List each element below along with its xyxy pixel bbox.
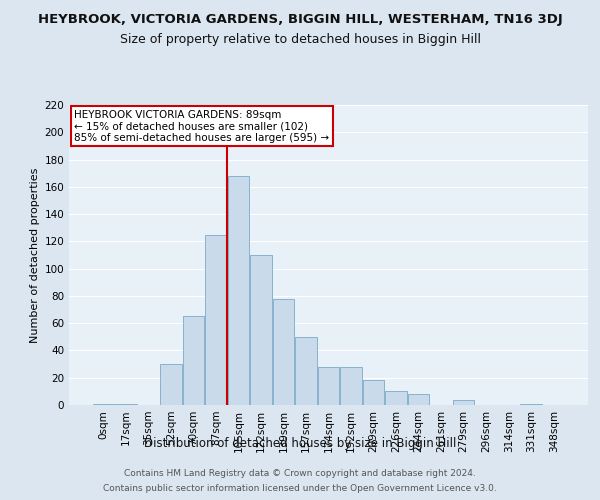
Bar bbox=[363, 380, 384, 405]
Text: Size of property relative to detached houses in Biggin Hill: Size of property relative to detached ho… bbox=[119, 32, 481, 46]
Bar bbox=[205, 234, 227, 405]
Bar bbox=[520, 404, 542, 405]
Bar bbox=[182, 316, 204, 405]
Bar bbox=[340, 367, 362, 405]
Text: Contains HM Land Registry data © Crown copyright and database right 2024.: Contains HM Land Registry data © Crown c… bbox=[124, 469, 476, 478]
Bar bbox=[408, 394, 429, 405]
Bar bbox=[228, 176, 249, 405]
Bar bbox=[250, 255, 272, 405]
Text: Contains public sector information licensed under the Open Government Licence v3: Contains public sector information licen… bbox=[103, 484, 497, 493]
Text: HEYBROOK, VICTORIA GARDENS, BIGGIN HILL, WESTERHAM, TN16 3DJ: HEYBROOK, VICTORIA GARDENS, BIGGIN HILL,… bbox=[38, 12, 562, 26]
Bar bbox=[295, 337, 317, 405]
Y-axis label: Number of detached properties: Number of detached properties bbox=[30, 168, 40, 342]
Text: Distribution of detached houses by size in Biggin Hill: Distribution of detached houses by size … bbox=[144, 438, 456, 450]
Text: HEYBROOK VICTORIA GARDENS: 89sqm
← 15% of detached houses are smaller (102)
85% : HEYBROOK VICTORIA GARDENS: 89sqm ← 15% o… bbox=[74, 110, 329, 142]
Bar bbox=[385, 392, 407, 405]
Bar bbox=[273, 298, 294, 405]
Bar bbox=[160, 364, 182, 405]
Bar bbox=[453, 400, 475, 405]
Bar bbox=[318, 367, 339, 405]
Bar bbox=[115, 404, 137, 405]
Bar bbox=[92, 404, 114, 405]
